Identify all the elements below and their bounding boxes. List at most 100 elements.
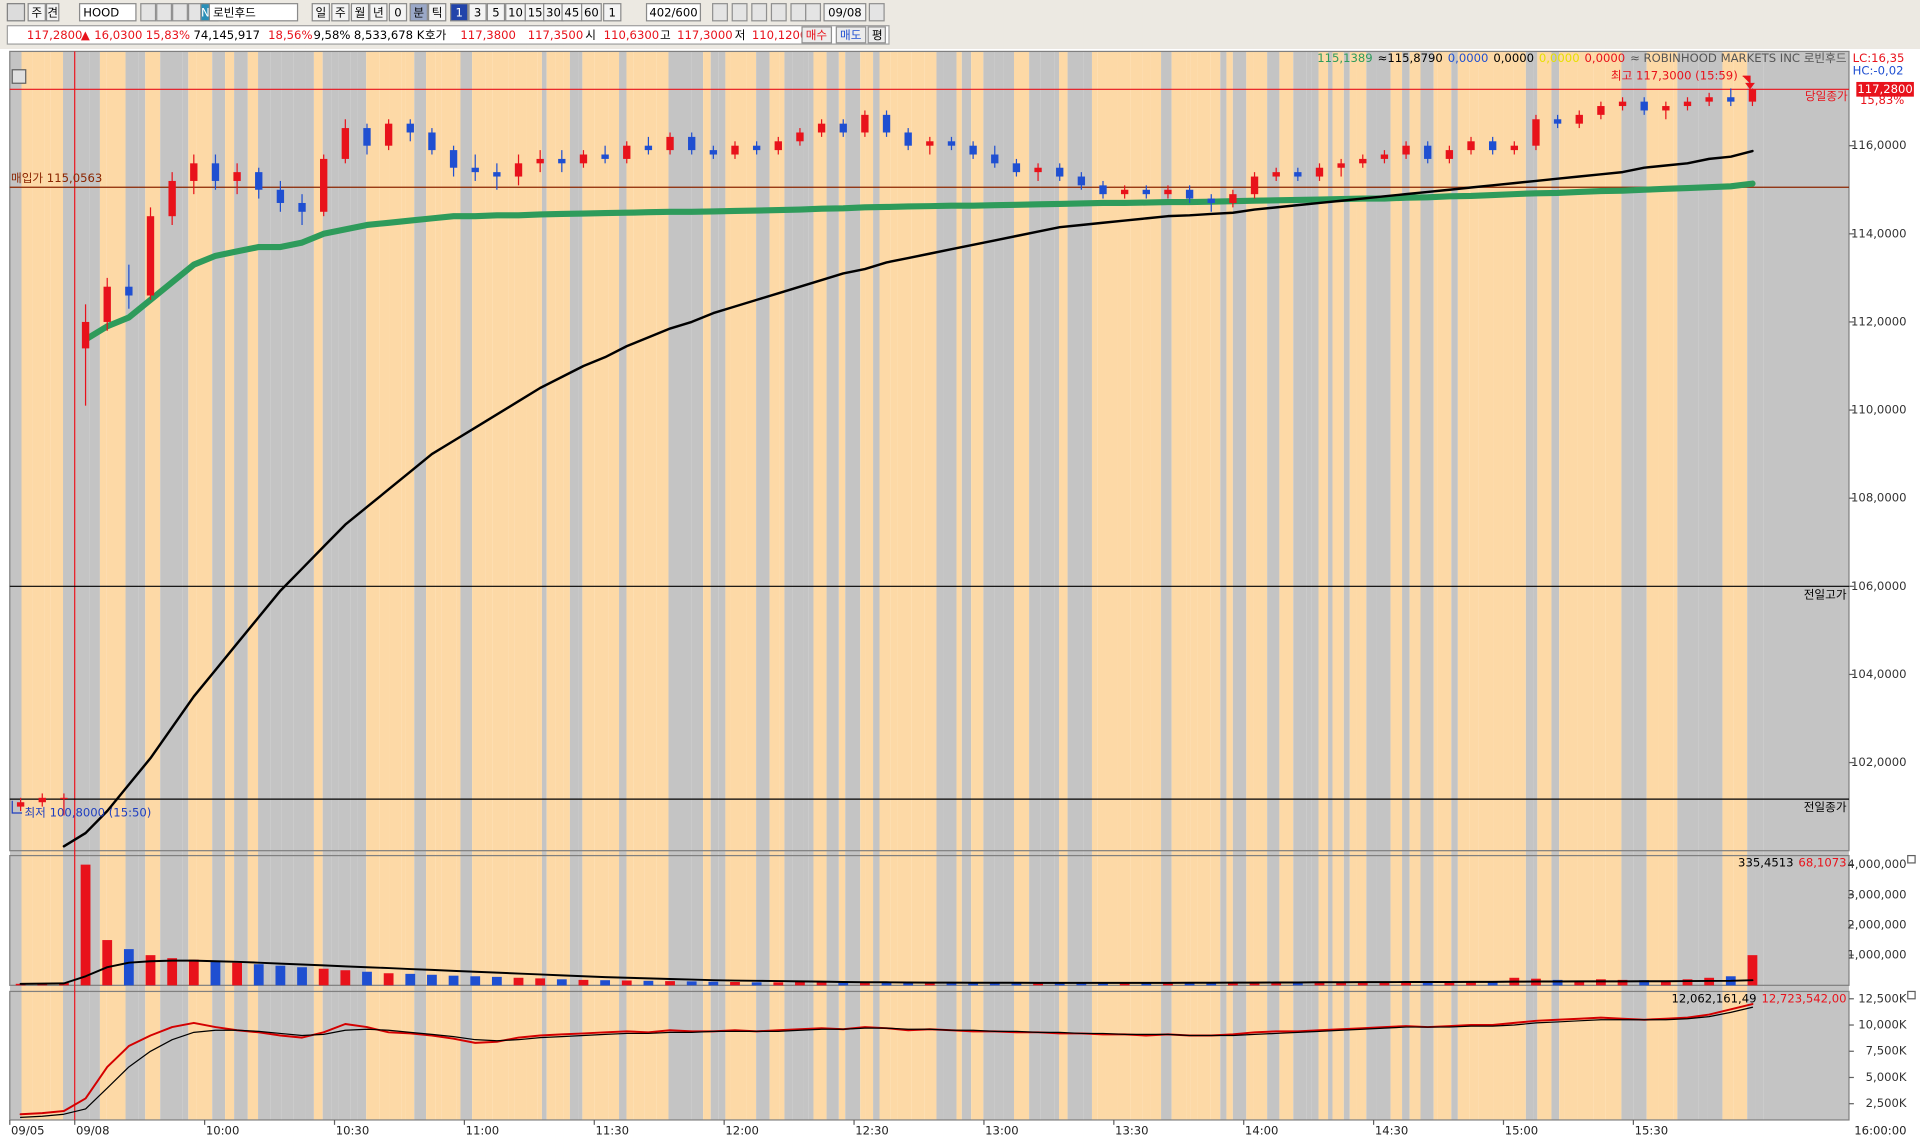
toolbar-icon[interactable] xyxy=(751,3,768,22)
toolbar-icon[interactable] xyxy=(731,3,748,22)
stripe xyxy=(924,51,937,1120)
reference-label: 매입가 115,0563 xyxy=(11,171,102,185)
volume-bar xyxy=(816,982,827,986)
quote-button[interactable] xyxy=(835,26,867,44)
toolbar-label[interactable]: 0 xyxy=(394,5,401,19)
toolbar-button[interactable] xyxy=(369,3,388,22)
toolbar-icon[interactable] xyxy=(140,3,157,22)
toolbar-label[interactable]: 틱 xyxy=(432,5,443,19)
stripe xyxy=(441,51,457,1120)
toolbar-button[interactable] xyxy=(45,3,60,22)
stripe xyxy=(779,51,785,1120)
stripe xyxy=(725,51,731,1120)
volume-bar xyxy=(275,965,286,986)
quote-text: 9,58% xyxy=(313,28,350,42)
toolbar-label[interactable]: 로빈후드 xyxy=(213,5,256,19)
stripe xyxy=(626,51,634,1120)
toolbar-button[interactable] xyxy=(208,3,299,22)
candle-body xyxy=(428,132,436,151)
toolbar-label[interactable]: 주 xyxy=(31,5,42,19)
pane-icon xyxy=(11,69,27,84)
toolbar-icon[interactable] xyxy=(790,3,807,22)
stripe xyxy=(188,51,197,1120)
stripe xyxy=(281,51,294,1120)
stripe xyxy=(1210,51,1221,1120)
toolbar-label[interactable]: 분 xyxy=(413,5,424,19)
volume-bar xyxy=(1444,982,1455,986)
toolbar-label[interactable]: 견 xyxy=(47,5,58,19)
toolbar-label[interactable]: 402/600 xyxy=(649,5,697,19)
stripe xyxy=(1469,51,1479,1120)
toolbar-label[interactable]: 1 xyxy=(455,5,462,19)
toolbar-icon[interactable] xyxy=(172,3,188,22)
toolbar-button[interactable] xyxy=(823,3,867,22)
quote-text[interactable]: 평 xyxy=(872,28,883,42)
toolbar-button[interactable] xyxy=(350,3,370,22)
toolbar-label[interactable]: 45 xyxy=(564,5,579,19)
toolbar-button[interactable] xyxy=(581,3,602,22)
quote-text: 74,145,917 xyxy=(193,28,260,42)
low-annotation: 최저 100,8000 (15:50) xyxy=(24,805,151,819)
toolbar-button[interactable] xyxy=(468,3,487,22)
toolbar-button[interactable] xyxy=(78,3,137,22)
candle-body xyxy=(926,141,934,146)
indicator-line xyxy=(19,959,1754,985)
toolbar-icon[interactable] xyxy=(712,3,728,22)
toolbar-button[interactable] xyxy=(388,3,408,22)
toolbar-label[interactable]: 일 xyxy=(315,5,326,19)
toolbar-label[interactable]: 주 xyxy=(335,5,346,19)
toolbar-button[interactable] xyxy=(409,3,428,22)
toolbar-label[interactable]: 09/08 xyxy=(828,5,862,19)
toolbar-label[interactable]: 년 xyxy=(373,5,384,19)
toolbar-label[interactable]: 60 xyxy=(584,5,599,19)
quote-button[interactable] xyxy=(867,26,886,44)
pane-header-text: 68,1073 xyxy=(1798,855,1846,869)
stripe xyxy=(1161,51,1172,1120)
toolbar-label[interactable]: 15 xyxy=(528,5,543,19)
quote-button[interactable] xyxy=(801,26,833,44)
toolbar-label[interactable]: HOOD xyxy=(83,5,119,19)
toolbar-label[interactable]: 1 xyxy=(609,5,616,19)
toolbar-label[interactable]: 10 xyxy=(508,5,523,19)
volume-bar xyxy=(1141,982,1152,986)
stripe xyxy=(730,51,747,1120)
stripe xyxy=(873,51,880,1120)
candle-body xyxy=(709,150,718,155)
toolbar-button[interactable] xyxy=(27,3,46,22)
toolbar-label[interactable]: 월 xyxy=(355,5,366,19)
candle-body xyxy=(363,128,371,146)
toolbar-label[interactable]: 5 xyxy=(492,5,499,19)
stripe xyxy=(1083,51,1092,1120)
volume-bar xyxy=(1574,980,1585,986)
toolbar-icon[interactable] xyxy=(805,3,822,22)
toolbar-button[interactable] xyxy=(486,3,506,22)
stripe xyxy=(594,51,609,1120)
stripe xyxy=(808,51,814,1120)
toolbar-icon[interactable] xyxy=(156,3,173,22)
toolbar-button[interactable] xyxy=(645,3,702,22)
toolbar-label[interactable]: 3 xyxy=(474,5,481,19)
quote-text: ▲ xyxy=(81,28,90,42)
stripe xyxy=(1409,51,1421,1120)
quote-text[interactable]: 매수 xyxy=(806,28,828,42)
candle-body xyxy=(341,128,350,159)
toolbar-icon[interactable] xyxy=(770,3,787,22)
quote-text[interactable]: 매도 xyxy=(840,28,862,42)
volume-bar xyxy=(643,980,654,986)
stripe xyxy=(1376,51,1391,1120)
toolbar-icon[interactable] xyxy=(868,3,885,22)
toolbar-button[interactable] xyxy=(331,3,350,22)
quote-text: 호가 xyxy=(425,28,447,42)
toolbar-button[interactable] xyxy=(427,3,447,22)
candle-body xyxy=(1532,119,1540,146)
candle-body xyxy=(1077,176,1086,186)
stripe xyxy=(1437,51,1452,1120)
toolbar-button[interactable] xyxy=(311,3,330,22)
toolbar-button[interactable] xyxy=(603,3,622,22)
stripe xyxy=(168,51,183,1120)
toolbar-label[interactable]: 30 xyxy=(546,5,561,19)
pane-header-text: 335,4513 xyxy=(1738,855,1793,869)
volume-bar xyxy=(1314,982,1325,986)
stripe xyxy=(1433,51,1438,1120)
toolbar-button[interactable] xyxy=(450,3,469,22)
